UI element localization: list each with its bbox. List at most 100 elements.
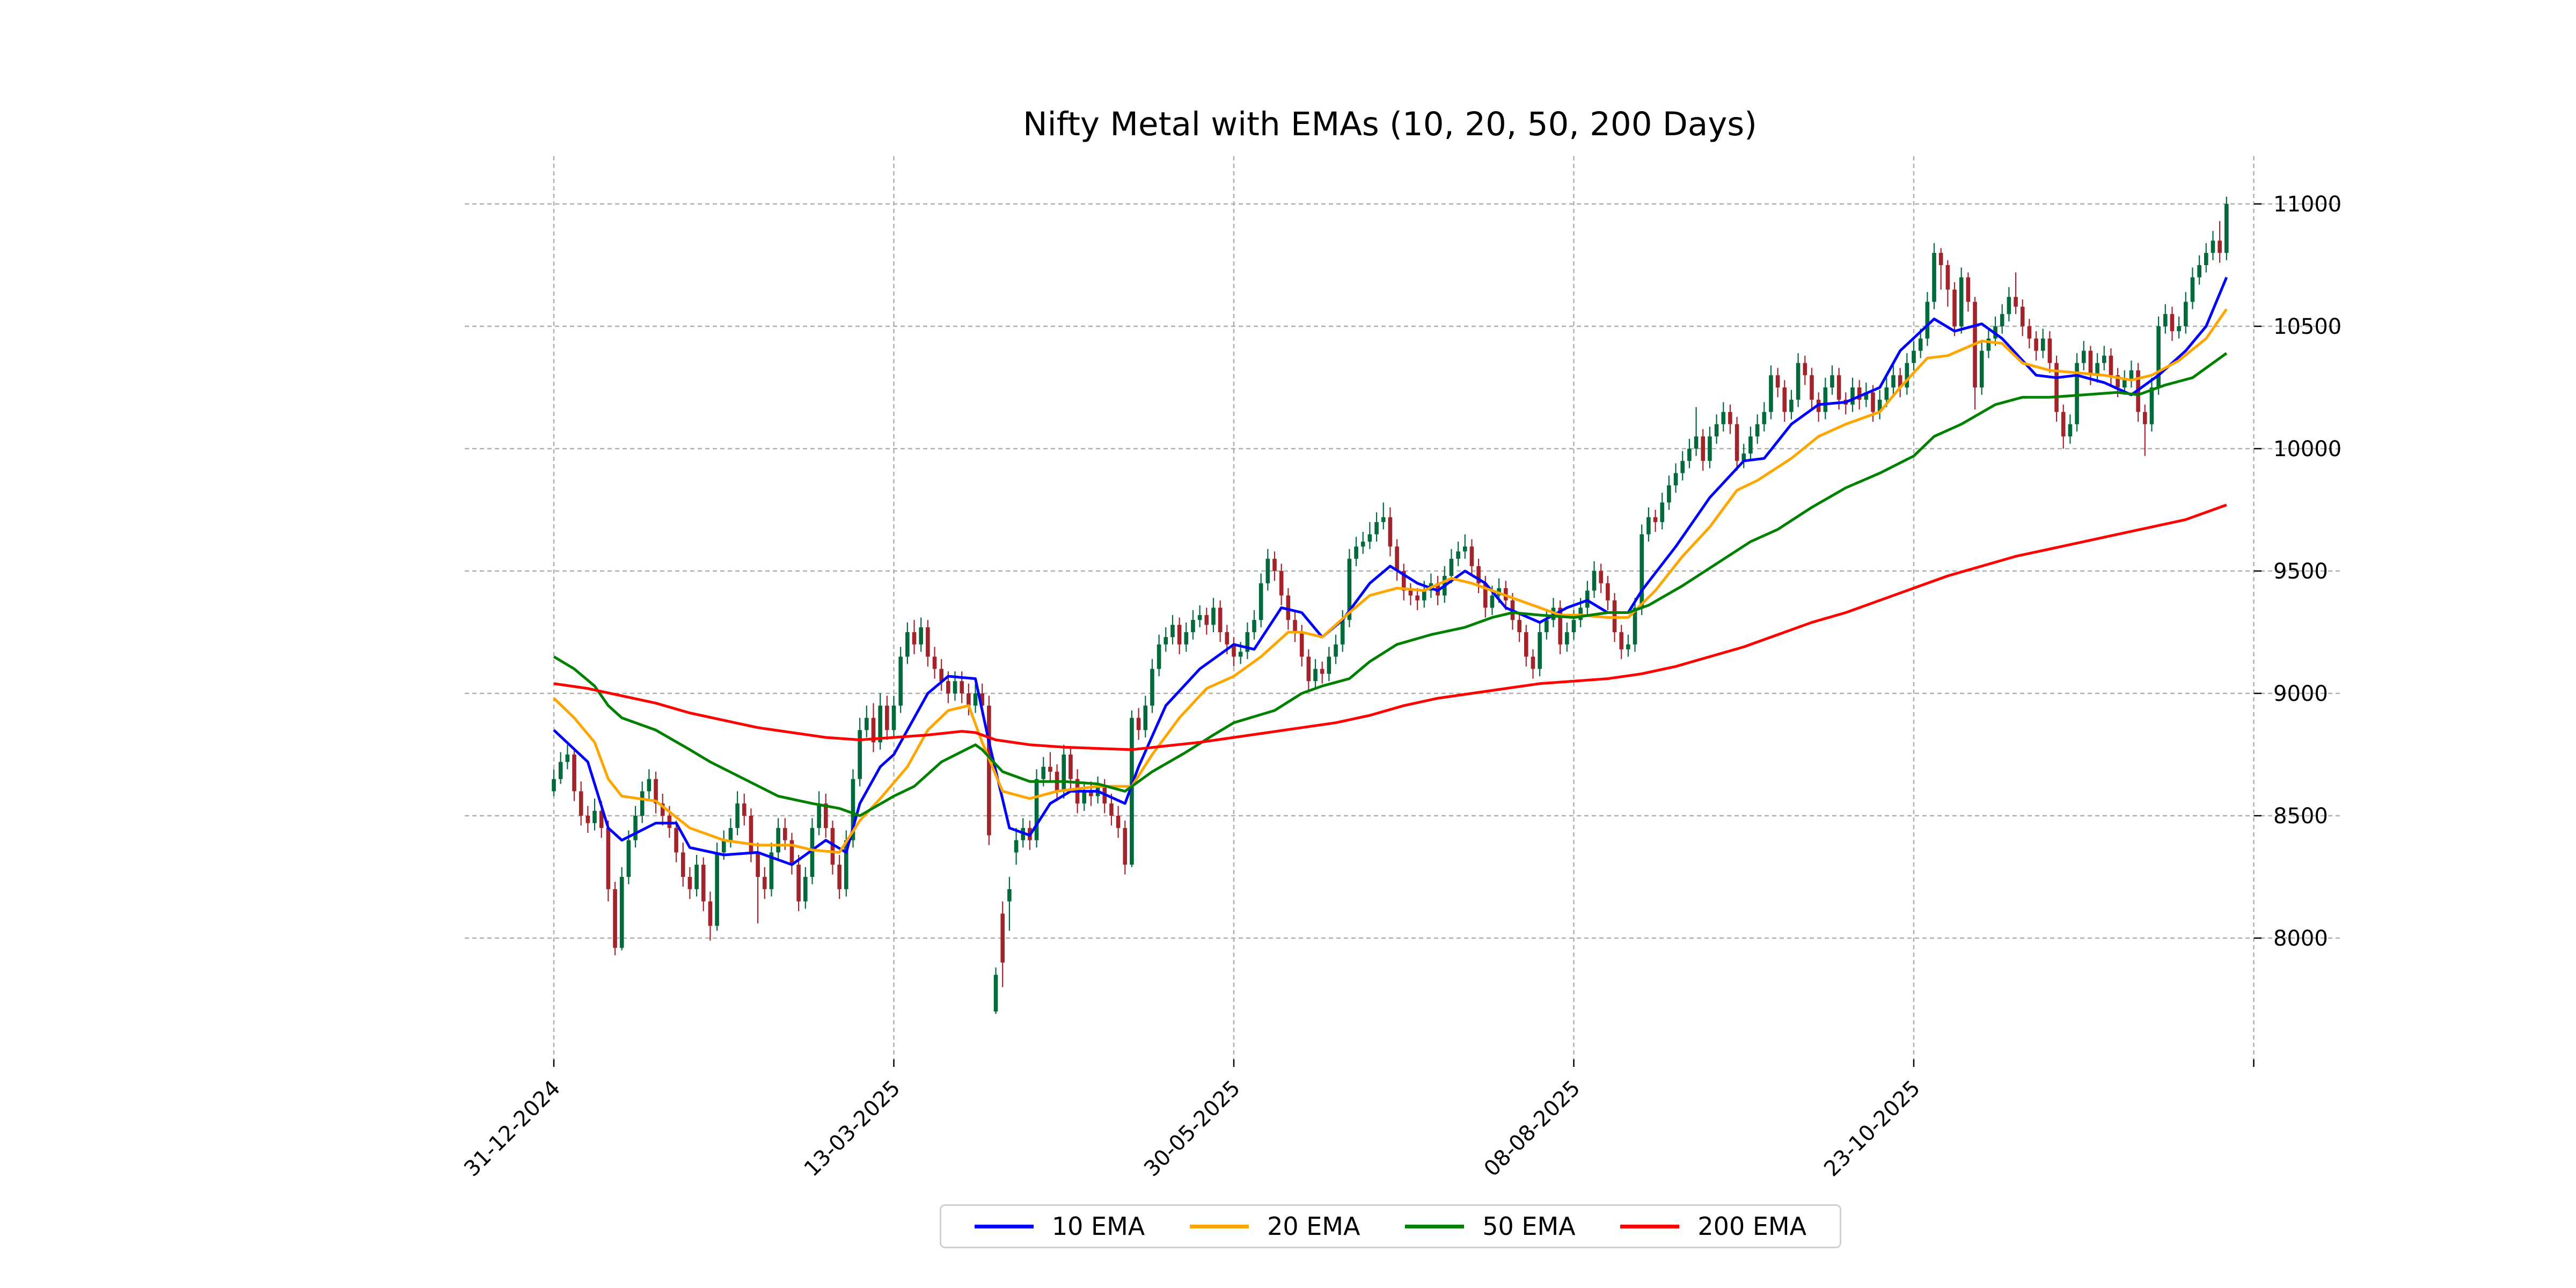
candle-body	[1483, 583, 1488, 608]
candle	[1265, 548, 1270, 591]
candle	[1701, 429, 1706, 471]
candle-body	[2197, 265, 2201, 277]
grid-lines	[465, 156, 2340, 1059]
candle-body	[1694, 436, 1699, 449]
candle	[680, 843, 685, 887]
candle-body	[1932, 253, 1936, 302]
candle-body	[891, 705, 896, 730]
candle-body	[654, 779, 658, 804]
candle-body	[1735, 424, 1739, 461]
candle	[2184, 292, 2188, 334]
candle	[1388, 507, 1393, 557]
candle-body	[2116, 375, 2120, 387]
candle-body	[1823, 387, 1828, 412]
candle-body	[687, 877, 692, 889]
candle-body	[865, 718, 869, 730]
candle	[633, 806, 638, 848]
candle-body	[721, 840, 726, 853]
candle	[1646, 507, 1651, 542]
candle	[1592, 561, 1597, 598]
candle-body	[1034, 779, 1039, 840]
candle	[552, 769, 556, 796]
candle	[939, 659, 943, 691]
candle-body	[599, 810, 604, 828]
candle-body	[626, 840, 631, 877]
candle	[735, 791, 740, 836]
candle	[1089, 781, 1093, 806]
candle-body	[1082, 791, 1087, 804]
candle	[1000, 901, 1005, 987]
candle-body	[1836, 375, 1841, 400]
candle	[715, 843, 719, 931]
candle	[830, 821, 835, 875]
legend-swatch-20-ema	[1190, 1224, 1249, 1228]
candle	[1306, 649, 1311, 691]
x-tick-label: 13-03-2025	[800, 1076, 905, 1182]
candle	[967, 683, 971, 716]
candle	[1538, 622, 1542, 677]
candle-body	[980, 693, 985, 706]
legend-item-10-ema: 10 EMA	[974, 1212, 1145, 1241]
candle	[1218, 600, 1223, 642]
candle	[1415, 588, 1419, 610]
candle-body	[1830, 375, 1834, 387]
candle	[1796, 353, 1801, 407]
candle-body	[1313, 669, 1318, 682]
candle-body	[1945, 265, 1950, 290]
candle-body	[2081, 350, 2086, 363]
candle	[1184, 622, 1189, 652]
legend-item-50-ema: 50 EMA	[1405, 1212, 1576, 1241]
candle	[592, 799, 597, 831]
candle-body	[1462, 546, 1467, 552]
candle-body	[830, 828, 835, 865]
candle-body	[2061, 412, 2066, 437]
candle-body	[1741, 453, 1746, 461]
candle-body	[885, 705, 889, 730]
candle-body	[973, 693, 978, 706]
candle	[2142, 404, 2147, 456]
candle	[891, 696, 896, 738]
candle-body	[1728, 412, 1732, 425]
candle	[973, 683, 978, 713]
candle	[1857, 380, 1862, 410]
candle-body	[1775, 375, 1780, 387]
candle	[1680, 451, 1685, 481]
candle	[1959, 267, 1964, 334]
candle	[1252, 610, 1256, 640]
candle-body	[1136, 718, 1141, 730]
candle	[2129, 360, 2134, 387]
candle-body	[926, 627, 930, 657]
candle-body	[2224, 204, 2229, 253]
candle-body	[1660, 502, 1665, 522]
candle-body	[1524, 632, 1528, 657]
y-tick-label: 10000	[2273, 437, 2341, 462]
candle-body	[2088, 350, 2093, 376]
candle	[1177, 617, 1182, 655]
candle	[660, 793, 665, 826]
candle-body	[1531, 656, 1535, 669]
candle	[1327, 647, 1331, 682]
candle-body	[1633, 608, 1637, 645]
chart-title: Nifty Metal with EMAs (10, 20, 50, 200 D…	[1023, 105, 1757, 143]
candle	[1741, 443, 1746, 469]
candle-body	[1218, 608, 1223, 632]
candle-body	[858, 730, 862, 779]
candle	[1728, 404, 1732, 434]
candle	[1191, 610, 1195, 640]
candle-body	[1191, 620, 1195, 632]
candle	[1232, 637, 1236, 667]
candle-body	[1803, 363, 1807, 376]
candle	[1966, 272, 1971, 312]
candle-body	[769, 852, 774, 889]
candle	[1653, 510, 1658, 532]
candle-body	[592, 810, 597, 823]
candle-body	[1041, 766, 1046, 779]
candle	[926, 620, 930, 667]
candle-body	[1599, 571, 1603, 583]
candle-body	[1810, 375, 1814, 400]
candle-body	[1905, 363, 1909, 387]
candle-body	[1490, 595, 1495, 608]
candle-body	[1204, 615, 1209, 625]
candle	[2218, 221, 2222, 263]
candle	[2020, 299, 2025, 336]
